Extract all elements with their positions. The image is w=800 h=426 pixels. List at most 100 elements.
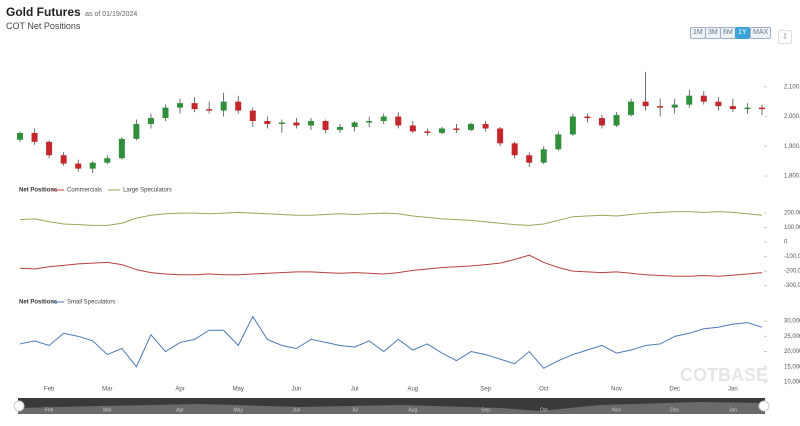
- y-tick-label: 10,000: [784, 380, 800, 386]
- series-line: [19, 315, 763, 369]
- candle-body: [118, 138, 125, 159]
- candle-body: [686, 95, 693, 105]
- candle-body: [715, 101, 722, 107]
- x-tick-label: Dec: [669, 387, 680, 393]
- candle-body: [17, 132, 23, 140]
- title: Gold Futures: [6, 5, 81, 19]
- candle-body: [671, 104, 678, 108]
- navigator-label: Dec: [670, 407, 679, 413]
- candle-body: [759, 107, 765, 110]
- candle-body: [307, 121, 314, 126]
- x-tick-label: Apr: [175, 387, 184, 393]
- navigator-label: Jun: [292, 407, 300, 413]
- legend-label: Small Speculators: [67, 300, 115, 306]
- candle-body: [409, 125, 416, 132]
- candle-body: [569, 116, 576, 135]
- candle-body: [482, 123, 489, 129]
- candle-body: [598, 118, 605, 126]
- navigator-label: May: [234, 407, 244, 413]
- candle-body: [438, 128, 445, 133]
- candle-body: [657, 106, 664, 108]
- candle-body: [744, 107, 751, 110]
- candle-body: [642, 101, 649, 107]
- y-tick-label: 200,000: [784, 211, 800, 217]
- candle-body: [555, 134, 562, 150]
- range-button[interactable]: MAX: [750, 27, 772, 39]
- candle-body: [613, 115, 620, 126]
- y-tick-label: 1,900.00: [784, 144, 800, 150]
- navigator-label: Oct: [540, 407, 548, 413]
- series-line: [19, 211, 763, 226]
- candle-body: [220, 101, 227, 111]
- navigator-label: Nov: [612, 407, 621, 413]
- legend-label: Large Speculators: [123, 188, 172, 194]
- candle-body: [60, 155, 67, 164]
- candle-body: [351, 122, 358, 127]
- x-tick-label: Mar: [102, 387, 112, 393]
- candle-body: [337, 126, 344, 130]
- candle-body: [322, 121, 329, 130]
- candle-body: [468, 123, 475, 130]
- candle-body: [511, 143, 518, 156]
- candle-body: [293, 122, 300, 126]
- candle-body: [584, 116, 591, 119]
- y-tick-label: 20,000: [784, 349, 800, 355]
- candle-body: [206, 109, 213, 111]
- candle-body: [526, 155, 533, 163]
- y-tick-label: 0: [784, 240, 788, 246]
- candle-body: [380, 116, 387, 122]
- navigator-label: Feb: [45, 407, 54, 413]
- navigator-handle[interactable]: [758, 400, 770, 412]
- subtitle: COT Net Positions: [6, 21, 81, 31]
- legend-title: Net Positions: [19, 300, 58, 306]
- range-button[interactable]: 1Y: [735, 27, 750, 39]
- candle-body: [628, 101, 635, 116]
- candle-body: [264, 121, 271, 124]
- x-tick-label: Sep: [480, 387, 491, 393]
- candle-body: [249, 110, 256, 122]
- y-tick-label: 2,100.00: [784, 84, 800, 90]
- candle-body: [729, 106, 736, 110]
- candle-body: [497, 128, 504, 144]
- candle-body: [46, 141, 53, 156]
- y-tick-label: -300,000: [784, 283, 800, 289]
- candle-body: [278, 122, 285, 124]
- y-tick-label: 1,800.00: [784, 174, 800, 180]
- candle-body: [453, 128, 460, 130]
- candle-body: [133, 123, 140, 139]
- navigator-handle[interactable]: [13, 400, 25, 412]
- navigator-label: Jan: [729, 407, 737, 413]
- candle-body: [191, 103, 198, 110]
- navigator-label: Jul: [351, 407, 357, 413]
- candle-body: [235, 101, 242, 111]
- y-tick-label: 100,000: [784, 225, 800, 231]
- y-tick-label: 25,000: [784, 334, 800, 340]
- x-tick-label: Aug: [407, 387, 418, 393]
- watermark: COTBASE: [680, 365, 768, 385]
- x-tick-label: Feb: [44, 387, 55, 393]
- candle-body: [162, 107, 169, 119]
- legend-title: Net Positions: [19, 188, 58, 194]
- navigator-label: Apr: [176, 407, 184, 413]
- x-tick-label: Jan: [728, 387, 738, 393]
- x-tick-label: Jun: [292, 387, 302, 393]
- navigator-label: Mar: [103, 407, 112, 413]
- x-tick-label: May: [233, 387, 244, 393]
- navigator-label: Aug: [408, 407, 417, 413]
- legend-label: Commercials: [67, 188, 102, 194]
- navigator-area: [18, 402, 765, 414]
- candle-body: [147, 118, 154, 124]
- download-button[interactable]: ⇩: [778, 30, 792, 44]
- x-tick-label: Oct: [539, 387, 549, 393]
- y-tick-label: 2,000.00: [784, 114, 800, 120]
- candle-body: [366, 121, 373, 123]
- candle-body: [424, 131, 431, 133]
- candle-body: [104, 158, 111, 163]
- x-tick-label: Jul: [351, 387, 359, 393]
- navigator-label: Sep: [481, 407, 490, 413]
- as-of: as of 01/19/2024: [85, 11, 138, 18]
- y-tick-label: 30,000: [784, 319, 800, 325]
- y-tick-label: 15,000: [784, 364, 800, 370]
